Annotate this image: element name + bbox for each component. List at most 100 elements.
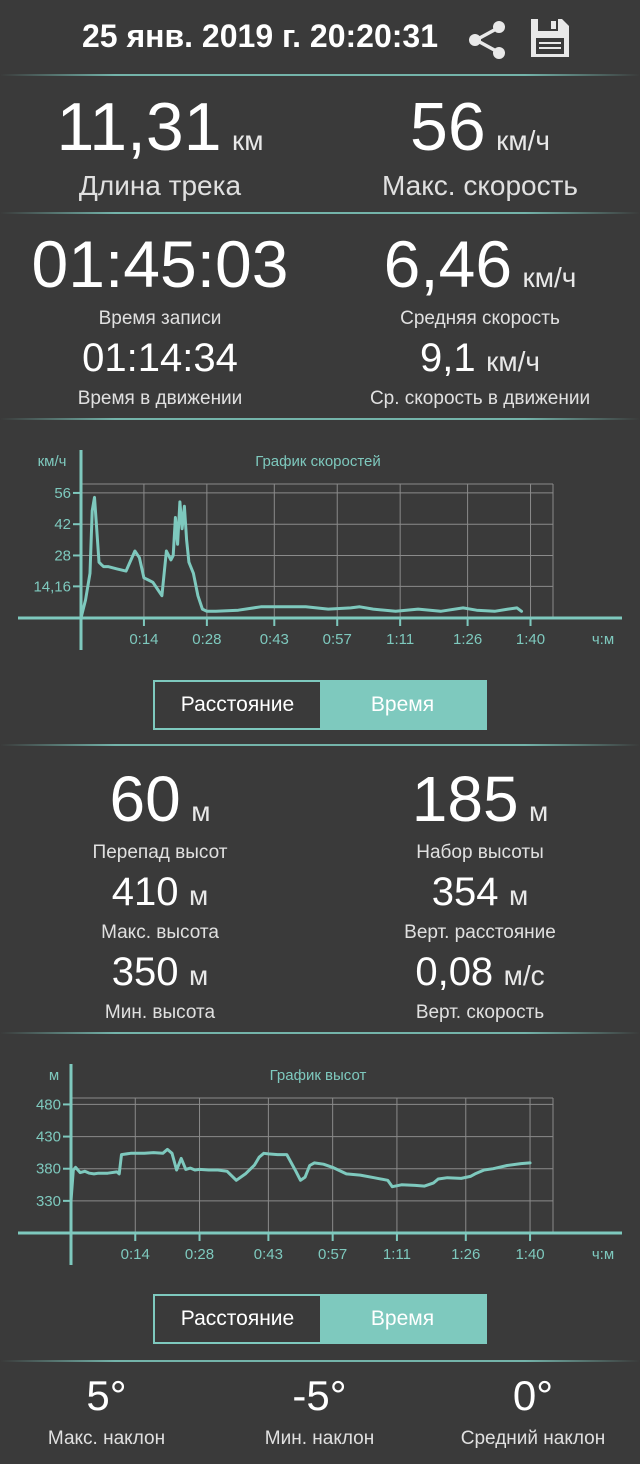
- min-altitude-value: 350: [111, 950, 179, 994]
- series-line: [79, 495, 523, 620]
- speed-chart: 14,16 28 42 56 0:14 0:28 0:43 0:57 1:11 1:26 1:40 Г…: [18, 450, 622, 650]
- floppy-disk-icon: [531, 19, 569, 57]
- vert-distance-label: Верт. расстояние: [404, 922, 556, 943]
- moving-time-stat: 01:14:34: [0, 336, 320, 381]
- vert-speed-stat: 0,08 м/с: [320, 950, 640, 995]
- max-speed-label: Макс. скорость: [381, 170, 579, 201]
- track-length-value: 11,31: [56, 89, 222, 165]
- max-speed-stat: 56 км/ч: [320, 88, 640, 166]
- speed-chart-mode-toggle: Расстояние Время: [153, 680, 487, 730]
- max-altitude-stat: 410 м: [0, 870, 320, 915]
- max-speed-unit: км/ч: [496, 125, 550, 156]
- x-axis-label: ч:м: [592, 1246, 614, 1263]
- elevation-diff-unit: м: [191, 796, 211, 827]
- moving-speed-value: 9,1: [420, 336, 476, 380]
- speed-mode-time-button[interactable]: Время: [320, 682, 485, 728]
- x-tick-label: 0:14: [121, 1246, 150, 1263]
- track-length-label: Длина трека: [78, 170, 242, 201]
- min-slope-value: -5°: [292, 1372, 347, 1419]
- y-tick-label: 480: [36, 1096, 61, 1113]
- x-tick-label: 1:26: [453, 631, 482, 648]
- elevation-gain-label: Набор высоты: [416, 842, 544, 863]
- separator: [0, 1032, 640, 1034]
- y-tick-label: 430: [36, 1129, 61, 1146]
- vert-speed-label: Верт. скорость: [415, 1002, 545, 1023]
- y-tick-label: 380: [36, 1161, 61, 1178]
- record-time-value: 01:45:03: [31, 227, 289, 301]
- share-button[interactable]: [464, 16, 512, 64]
- elevation-gain-unit: м: [528, 796, 549, 827]
- altitude-chart-mode-toggle: Расстояние Время: [153, 1294, 487, 1344]
- vert-distance-unit: м: [508, 880, 529, 911]
- y-tick-label: 56: [54, 485, 71, 502]
- x-tick-label: 1:40: [515, 1246, 544, 1263]
- altitude-mode-distance-button[interactable]: Расстояние: [155, 1296, 320, 1342]
- vert-distance-value: 354: [431, 870, 499, 914]
- moving-speed-unit: км/ч: [486, 346, 540, 377]
- elevation-gain-stat: 185 м: [320, 762, 640, 836]
- moving-time-label: Время в движении: [77, 388, 243, 409]
- moving-time-value: 01:14:34: [82, 336, 238, 380]
- avg-speed-unit: км/ч: [522, 262, 577, 293]
- record-time-label: Время записи: [98, 308, 222, 329]
- altitude-chart: 330 380 430 480 0:14 0:28 0:43 0:57 1:11 1:26 1:40…: [18, 1064, 622, 1265]
- separator: [0, 418, 640, 420]
- x-tick-label: 1:40: [516, 631, 545, 648]
- x-tick-label: 1:26: [451, 1246, 480, 1263]
- track-datetime: 25 янв. 2019 г. 20:20:31: [81, 18, 438, 54]
- max-altitude-value: 410: [111, 870, 179, 914]
- min-altitude-stat: 350 м: [0, 950, 320, 995]
- chart-title: График скоростей: [255, 453, 381, 470]
- y-axis-label: км/ч: [38, 453, 67, 470]
- max-altitude-unit: м: [188, 880, 209, 911]
- speed-mode-distance-button[interactable]: Расстояние: [155, 682, 320, 728]
- vert-distance-stat: 354 м: [320, 870, 640, 915]
- x-tick-label: 1:11: [383, 1246, 411, 1263]
- elevation-gain-value: 185: [411, 763, 519, 835]
- series-line: [69, 1147, 532, 1203]
- avg-slope-label: Средний наклон: [460, 1428, 606, 1449]
- x-tick-label: 0:28: [192, 631, 221, 648]
- record-time-stat: 01:45:03: [0, 226, 320, 302]
- vert-speed-unit: м/с: [503, 960, 545, 991]
- separator: [0, 744, 640, 746]
- chart-title: График высот: [270, 1067, 367, 1084]
- elevation-diff-label: Перепад высот: [92, 842, 228, 863]
- moving-speed-label: Ср. скорость в движении: [369, 388, 591, 409]
- min-altitude-unit: м: [188, 960, 209, 991]
- y-tick-label: 28: [54, 547, 71, 564]
- track-length-stat: 11,31 км: [0, 88, 320, 166]
- share-icon: [469, 21, 505, 59]
- y-tick-label: 14,16: [33, 578, 71, 595]
- separator: [0, 1360, 640, 1362]
- max-altitude-label: Макс. высота: [101, 922, 219, 943]
- x-tick-label: 0:14: [129, 631, 158, 648]
- vert-speed-value: 0,08: [415, 950, 494, 994]
- avg-speed-stat: 6,46 км/ч: [320, 226, 640, 302]
- y-tick-label: 42: [54, 516, 71, 533]
- x-tick-label: 0:57: [318, 1246, 347, 1263]
- avg-speed-value: 6,46: [383, 227, 513, 301]
- avg-speed-label: Средняя скорость: [400, 308, 560, 329]
- separator: [0, 74, 640, 76]
- moving-speed-stat: 9,1 км/ч: [320, 336, 640, 381]
- x-axis-label: ч:м: [592, 631, 614, 648]
- avg-slope-value: 0°: [512, 1372, 554, 1419]
- altitude-mode-time-button[interactable]: Время: [320, 1296, 485, 1342]
- x-tick-label: 0:43: [260, 631, 289, 648]
- max-speed-value: 56: [410, 89, 486, 165]
- track-length-unit: км: [232, 125, 264, 156]
- y-axis-label: м: [49, 1067, 59, 1084]
- x-tick-label: 0:43: [254, 1246, 283, 1263]
- x-tick-label: 1:11: [386, 631, 414, 648]
- max-slope-label: Макс. наклон: [47, 1428, 166, 1449]
- max-slope-value: 5°: [86, 1372, 127, 1419]
- save-button[interactable]: [526, 14, 574, 62]
- y-tick-label: 330: [36, 1193, 61, 1210]
- min-altitude-label: Мин. высота: [104, 1002, 216, 1023]
- elevation-diff-value: 60: [109, 763, 181, 835]
- x-tick-label: 0:57: [323, 631, 352, 648]
- x-tick-label: 0:28: [185, 1246, 214, 1263]
- elevation-diff-stat: 60 м: [0, 762, 320, 836]
- separator: [0, 212, 640, 214]
